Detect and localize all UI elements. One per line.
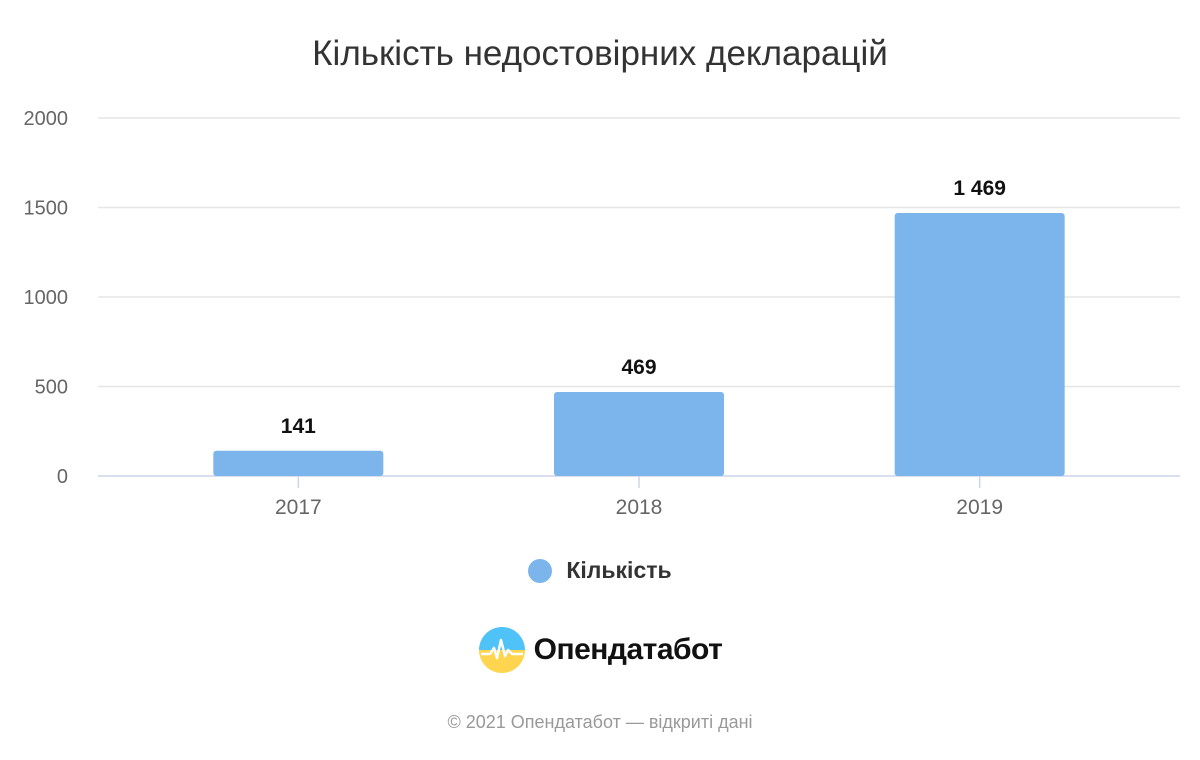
chart-title: Кількість недостовірних декларацій xyxy=(312,34,888,73)
x-tick-label: 2018 xyxy=(616,496,663,519)
bar[interactable] xyxy=(894,213,1065,476)
x-tick-label: 2019 xyxy=(956,496,1003,519)
y-tick-label: 500 xyxy=(35,377,68,399)
legend-label[interactable]: Кількість xyxy=(566,557,672,583)
y-tick-label: 1500 xyxy=(24,198,69,220)
bar[interactable] xyxy=(554,392,724,476)
y-tick-label: 0 xyxy=(57,466,68,488)
brand: Опендатабот xyxy=(0,626,1200,674)
bar-value-label: 1 469 xyxy=(953,177,1006,200)
y-tick-label: 1000 xyxy=(24,287,69,309)
bar[interactable] xyxy=(213,450,384,476)
bar-chart: 0 500 1000 1500 2000 2017 141 2018 469 2019 1 469 xyxy=(24,108,1180,519)
bar-value-label: 469 xyxy=(621,356,656,379)
x-tick-label: 2017 xyxy=(275,496,322,519)
opendatabot-logo-icon xyxy=(478,627,525,673)
brand-name: Опендатабот xyxy=(533,633,723,666)
y-tick-label: 2000 xyxy=(24,108,69,130)
legend: Кількість xyxy=(0,557,1200,584)
legend-swatch xyxy=(528,558,553,583)
footer-credit: © 2021 Опендатабот — відкриті дані xyxy=(447,712,753,732)
bar-value-label: 141 xyxy=(281,415,316,438)
